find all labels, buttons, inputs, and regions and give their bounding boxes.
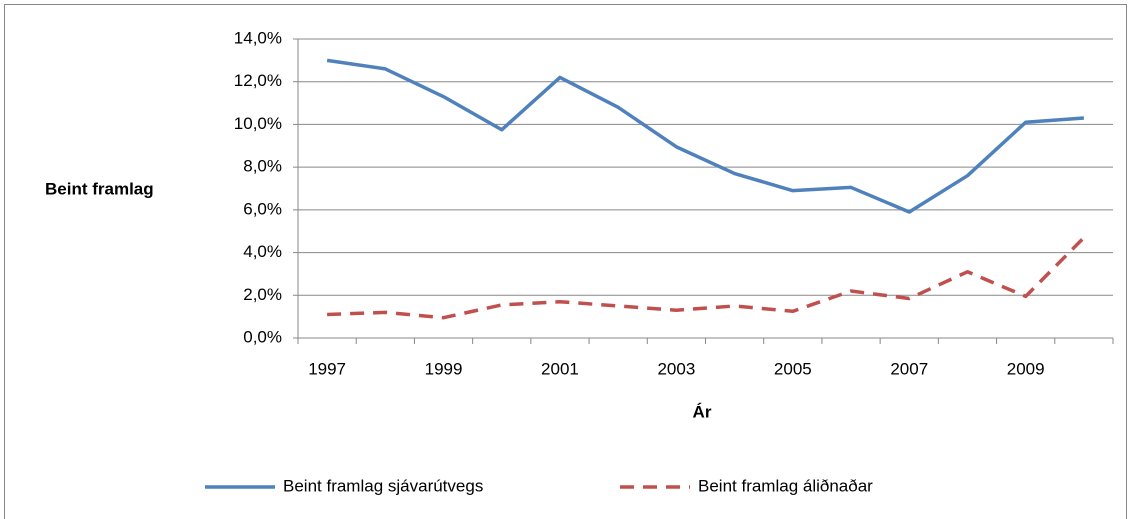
x-axis-label: Ár	[693, 402, 712, 421]
x-tick-label: 2003	[657, 359, 695, 378]
data-line	[326, 58, 1085, 214]
legend-label: Beint framlag sjávarútvegs	[283, 476, 483, 495]
y-tick-label: 12,0%	[234, 71, 282, 90]
x-tick-label: 2009	[1007, 359, 1045, 378]
x-tick-label: 2005	[774, 359, 812, 378]
y-tick-label: 2,0%	[243, 285, 282, 304]
y-tick-label: 10,0%	[234, 114, 282, 133]
y-axis-label: Beint framlag	[45, 179, 154, 198]
x-tick-label: 2007	[890, 359, 928, 378]
legend-label: Beint framlag áliðnaðar	[698, 476, 873, 495]
x-tick-label: 1997	[308, 359, 346, 378]
x-tick-label: 2001	[541, 359, 579, 378]
y-tick-label: 8,0%	[243, 157, 282, 176]
x-tick-label: 1999	[425, 359, 463, 378]
y-tick-label: 0,0%	[243, 327, 282, 346]
y-tick-label: 4,0%	[243, 242, 282, 261]
y-tick-label: 6,0%	[243, 199, 282, 218]
chart-border	[4, 4, 1127, 519]
y-tick-label: 14,0%	[234, 28, 282, 47]
data-line	[327, 236, 1086, 320]
